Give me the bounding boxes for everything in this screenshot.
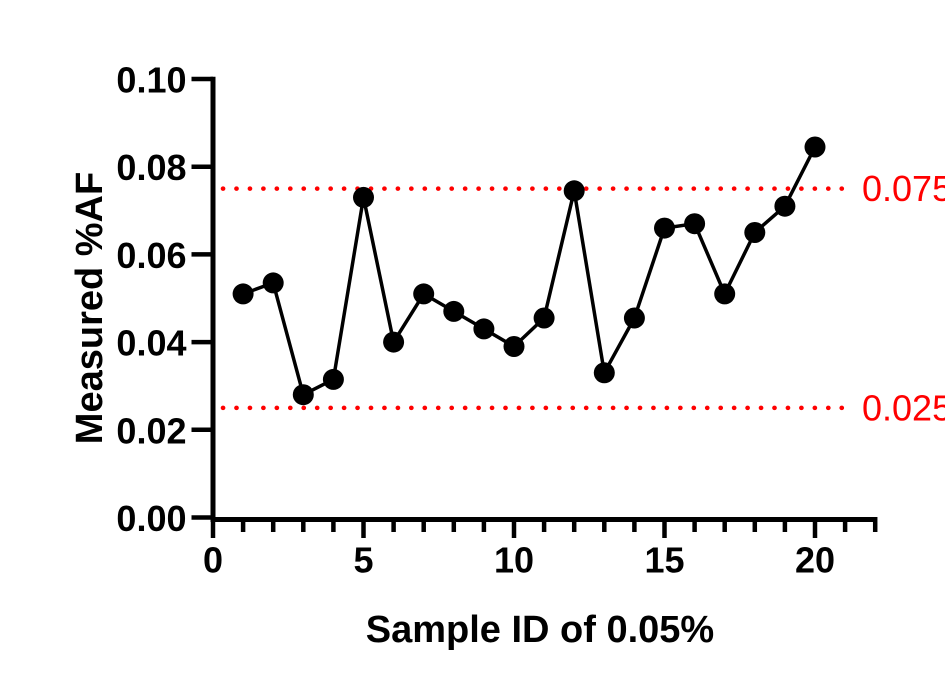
series-line xyxy=(242,146,817,397)
reference-lines: 0.075 0.025 xyxy=(220,168,945,428)
x-tick-label: 10 xyxy=(494,539,534,580)
y-tick-label: 0.08 xyxy=(116,147,186,188)
x-tick-label: 0 xyxy=(203,539,223,580)
data-point-13 xyxy=(593,362,615,384)
data-point-10 xyxy=(503,336,525,357)
data-point-8 xyxy=(443,300,465,322)
data-point-3 xyxy=(292,384,314,406)
y-tick-label: 0.02 xyxy=(116,410,186,451)
x-tick-label: 20 xyxy=(795,539,835,580)
data-point-5 xyxy=(353,186,374,208)
data-point-12 xyxy=(563,180,585,202)
data-point-18 xyxy=(744,222,766,243)
y-tick-label: 0.04 xyxy=(116,323,186,364)
data-point-20 xyxy=(804,136,826,158)
data-point-19 xyxy=(774,195,796,217)
y-axis: 0.00 0.02 0.04 0.06 0.08 0.10 xyxy=(116,60,216,539)
x-axis-title: Sample ID of 0.05% xyxy=(366,609,714,651)
data-point-17 xyxy=(714,283,736,305)
data-point-16 xyxy=(684,213,706,235)
data-point-15 xyxy=(654,217,675,239)
y-tick-label: 0.00 xyxy=(116,498,186,539)
data-series xyxy=(232,136,826,406)
reference-line-label-0: 0.075 xyxy=(862,168,945,209)
y-axis-title: Measured %AF xyxy=(69,172,111,444)
data-point-14 xyxy=(623,307,645,329)
data-point-6 xyxy=(383,331,405,353)
x-tick-label: 5 xyxy=(353,539,373,580)
data-point-7 xyxy=(413,283,435,305)
chart-svg: 0.075 0.025 0.00 0.02 0.04 0.06 0.08 0.10 0 5 10… xyxy=(69,60,945,652)
data-point-9 xyxy=(473,318,495,340)
data-point-4 xyxy=(322,368,344,390)
data-point-1 xyxy=(232,283,254,305)
reference-line-label-1: 0.025 xyxy=(862,387,945,428)
data-point-2 xyxy=(262,272,284,294)
measured-af-control-chart: 0.075 0.025 0.00 0.02 0.04 0.06 0.08 0.10 0 5 10… xyxy=(40,16,945,678)
data-point-11 xyxy=(533,307,555,329)
x-axis: 0 5 10 15 20 xyxy=(203,517,878,580)
y-tick-label: 0.10 xyxy=(116,60,186,101)
x-tick-label: 15 xyxy=(644,539,684,580)
y-tick-label: 0.06 xyxy=(116,235,186,276)
